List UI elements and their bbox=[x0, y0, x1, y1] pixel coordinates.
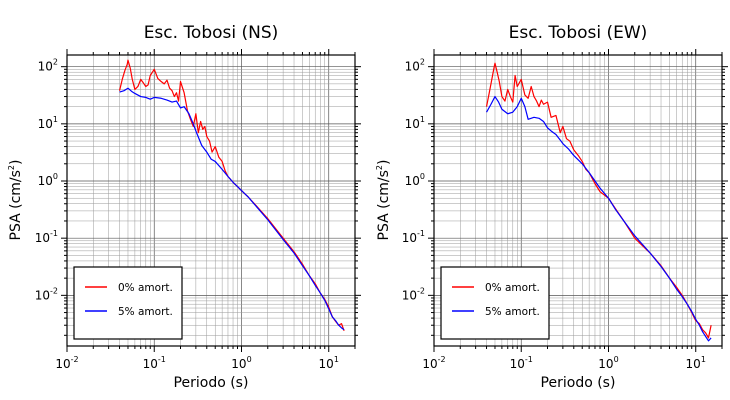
y-tick-label: 101 bbox=[405, 115, 425, 131]
chart-title: Esc. Tobosi (EW) bbox=[509, 23, 648, 43]
x-tick-label: 10-1 bbox=[510, 355, 533, 371]
y-tick-label: 101 bbox=[38, 115, 58, 131]
x-tick-label: 100 bbox=[231, 355, 251, 371]
legend-box bbox=[73, 266, 183, 340]
y-axis-label: PSA (cm/s2) bbox=[375, 160, 392, 241]
y-tick-label: 100 bbox=[38, 172, 58, 188]
chart-panel-ew: Esc. Tobosi (EW) 10-2 10-1 100 10110-210-11… bbox=[375, 23, 728, 391]
x-tick-label: 101 bbox=[319, 355, 339, 371]
y-axis-label-tail: ) bbox=[8, 160, 24, 165]
y-tick-label: 10-1 bbox=[402, 229, 425, 245]
x-tick-label: 10-2 bbox=[422, 355, 445, 371]
y-axis-label-exponent: 2 bbox=[375, 165, 384, 170]
legend: 0% amort. 5% amort. bbox=[73, 266, 183, 340]
x-tick-label: 10-1 bbox=[143, 355, 166, 371]
tick-layer: 10-2 10-1 100 101 10-2 10-1 100 101 102 bbox=[35, 49, 361, 371]
y-tick-label: 100 bbox=[405, 172, 425, 188]
legend: 0% amort. 5% amort. bbox=[440, 266, 550, 340]
chart-panel-ns: Esc. Tobosi (NS) 10-2 10-1 100 10110-210-11… bbox=[7, 23, 361, 391]
y-tick-label: 10-2 bbox=[402, 286, 425, 302]
y-axis-label-text: PSA (cm/s bbox=[376, 170, 392, 240]
y-tick-label: 102 bbox=[38, 58, 58, 74]
x-tick-label: 100 bbox=[598, 355, 618, 371]
y-axis-label-tail: ) bbox=[376, 160, 392, 165]
x-tick-label: 101 bbox=[686, 355, 706, 371]
legend-label-0: 0% amort. bbox=[485, 282, 540, 294]
series-layer bbox=[485, 62, 712, 342]
x-tick-label: 10-2 bbox=[55, 355, 78, 371]
y-axis-label: PSA (cm/s2) bbox=[7, 160, 24, 241]
y-axis-label-text: PSA (cm/s bbox=[8, 170, 24, 240]
tick-layer: 10-2 10-1 100 101 10-2 10-1 100 101 102 bbox=[402, 49, 728, 371]
plot-frame bbox=[433, 54, 723, 347]
chart-title: Esc. Tobosi (NS) bbox=[144, 23, 279, 43]
y-axis-label-exponent: 2 bbox=[7, 165, 16, 170]
legend-label-1: 5% amort. bbox=[118, 306, 173, 318]
x-axis-label: Periodo (s) bbox=[541, 375, 616, 391]
y-tick-label: 10-2 bbox=[35, 286, 58, 302]
legend-label-0: 0% amort. bbox=[118, 282, 173, 294]
y-tick-label: 102 bbox=[405, 58, 425, 74]
legend-box bbox=[440, 266, 550, 340]
plot-frame bbox=[66, 54, 356, 347]
series-line-1 bbox=[486, 95, 712, 342]
legend-label-1: 5% amort. bbox=[485, 306, 540, 318]
x-axis-label: Periodo (s) bbox=[174, 375, 249, 391]
series-line-1 bbox=[119, 87, 345, 331]
grid bbox=[67, 55, 355, 346]
y-tick-label: 10-1 bbox=[35, 229, 58, 245]
series-line-0 bbox=[118, 59, 345, 331]
series-layer bbox=[118, 59, 345, 331]
series-line-0 bbox=[485, 62, 712, 339]
